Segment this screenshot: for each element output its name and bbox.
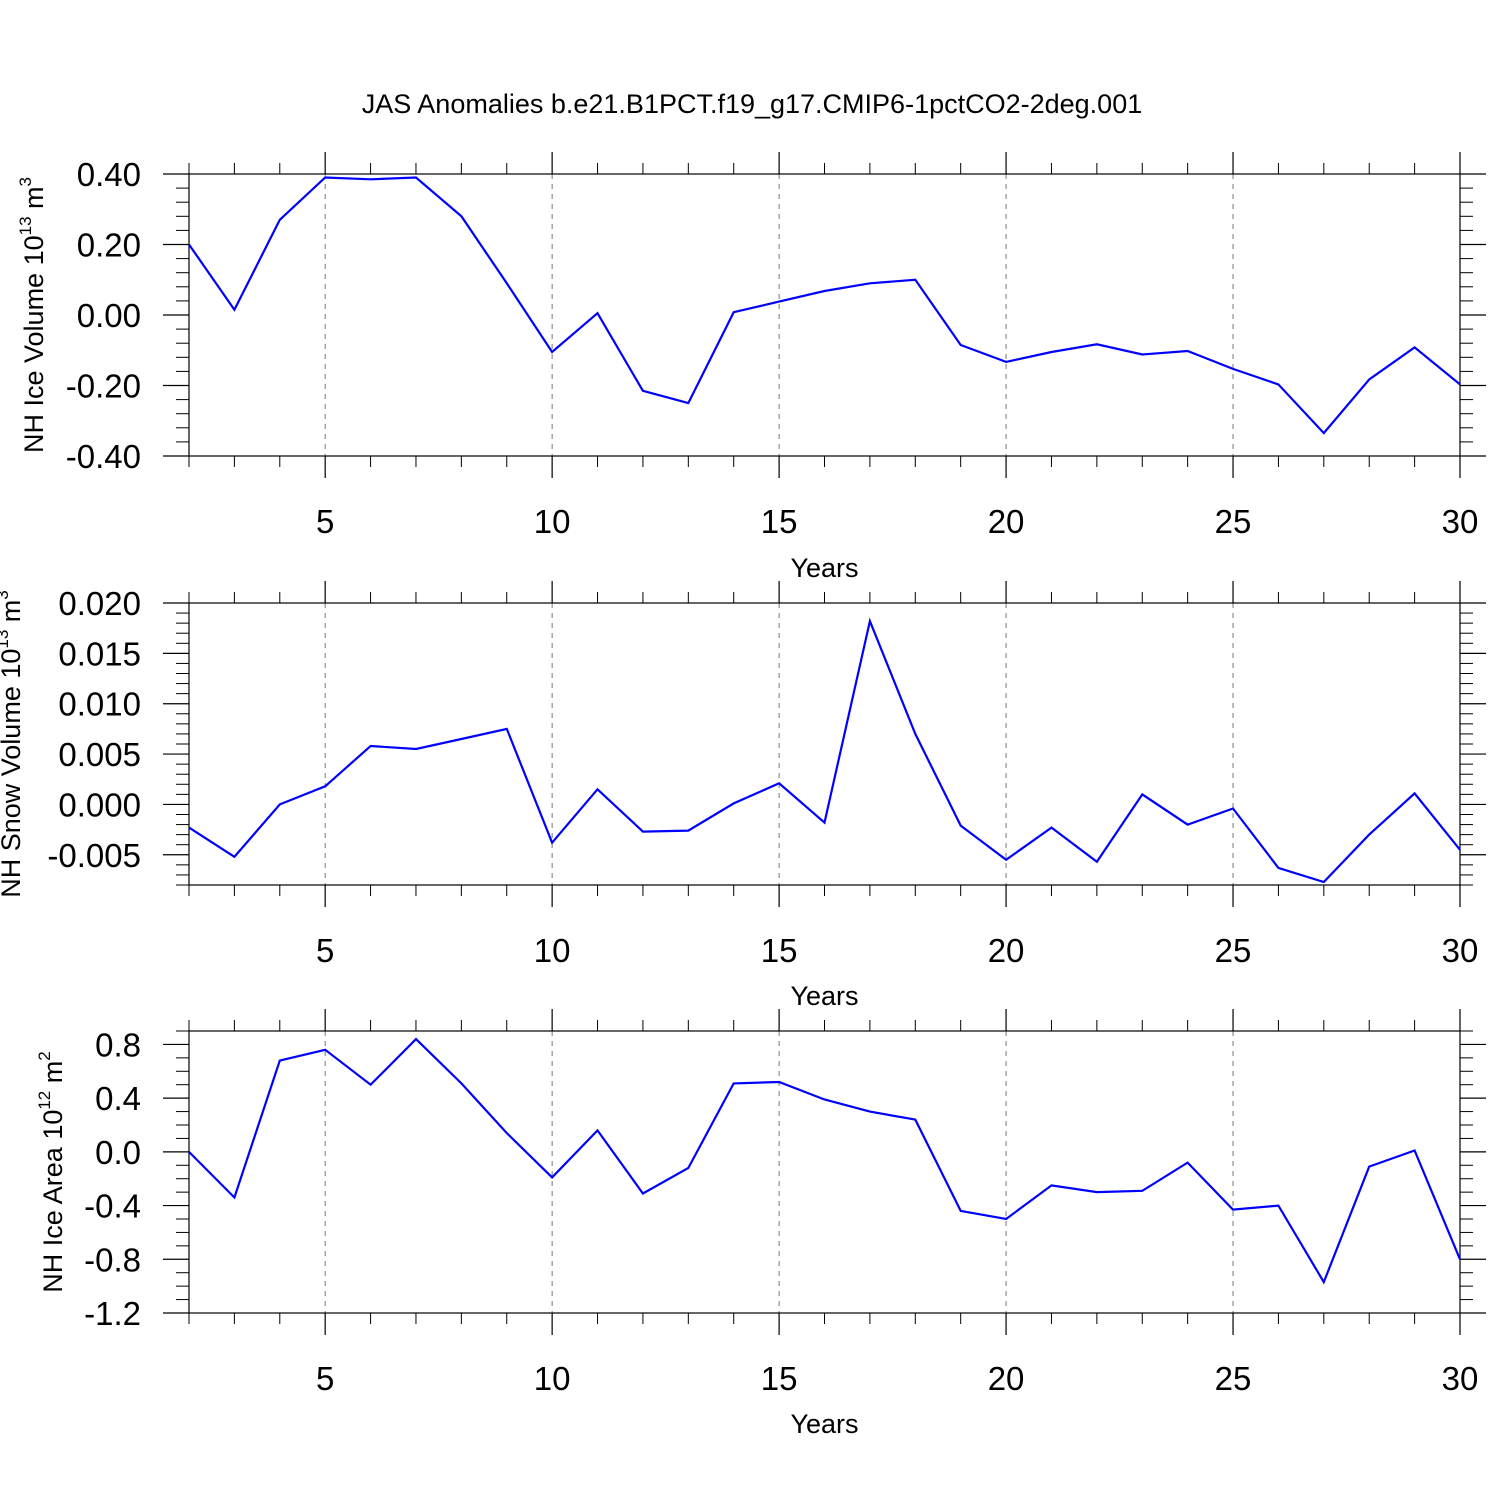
x-tick-label: 20	[988, 932, 1025, 969]
y-tick-label: 0.40	[77, 156, 141, 193]
y-axis-label-exp: 12	[35, 1091, 54, 1110]
x-tick-label: 10	[534, 503, 571, 540]
y-tick-label: 0.000	[58, 786, 141, 823]
y-tick-label: 0.010	[58, 686, 141, 723]
x-axis-label: Years	[790, 553, 858, 583]
y-tick-label: -0.8	[84, 1241, 141, 1278]
y-tick-label: 0.0	[95, 1134, 141, 1171]
y-axis-label-exp: 13	[0, 630, 12, 649]
plot-frame	[188, 1030, 1461, 1314]
y-tick-label: 0.8	[95, 1026, 141, 1063]
y-tick-label: 0.005	[58, 736, 141, 773]
x-tick-label: 15	[761, 503, 798, 540]
y-tick-label: -0.20	[66, 368, 141, 405]
y-tick-label: 0.20	[77, 227, 141, 264]
y-tick-label: -0.005	[47, 837, 141, 874]
x-tick-label: 25	[1215, 1360, 1252, 1397]
plot-frame	[188, 173, 1461, 457]
series-line	[188, 176, 1461, 435]
x-tick-label: 30	[1442, 503, 1479, 540]
x-tick-label: 15	[761, 1360, 798, 1397]
panel-1: 5 10 15 20 25 30 0.40 0.20 0.00 -0.20 -0.40 Years NH…	[16, 152, 1486, 583]
x-tick-label: 30	[1442, 1360, 1479, 1397]
x-axis-label: Years	[790, 981, 858, 1011]
x-tick-label: 20	[988, 1360, 1025, 1397]
y-axis-label-unit-exp: 3	[0, 590, 12, 599]
x-tick-label: 15	[761, 932, 798, 969]
x-tick-label: 25	[1215, 932, 1252, 969]
x-tick-label: 10	[534, 932, 571, 969]
panel-3: 5 10 15 20 25 30 0.8 0.4 0.0 -0.4 -0.8 -1.2 Years NH …	[35, 1009, 1486, 1439]
x-axis-label: Years	[790, 1409, 858, 1439]
series-line	[188, 1037, 1462, 1285]
y-axis-label: NH Snow Volume 1013 m3	[0, 590, 26, 898]
y-axis-label-base: NH Ice Volume 10	[19, 235, 49, 453]
y-axis-label: NH Ice Volume 1013 m3	[16, 177, 49, 453]
y-axis-label: NH Ice Area 1012 m2	[35, 1051, 68, 1292]
series-line	[188, 617, 1461, 884]
x-tick-label: 25	[1215, 503, 1252, 540]
x-tick-label: 5	[316, 1360, 334, 1397]
plot-frame	[188, 602, 1461, 886]
x-tick-label: 5	[316, 932, 334, 969]
chart-title: JAS Anomalies b.e21.B1PCT.f19_g17.CMIP6-…	[362, 89, 1142, 119]
x-tick-label: 5	[316, 503, 334, 540]
y-tick-label: -0.4	[84, 1188, 141, 1225]
y-tick-label: 0.015	[58, 635, 141, 672]
x-tick-label: 20	[988, 503, 1025, 540]
x-tick-label: 10	[534, 1360, 571, 1397]
y-tick-label: 0.4	[95, 1080, 141, 1117]
y-axis-label-unit: m	[19, 186, 49, 216]
y-tick-label: -0.40	[66, 438, 141, 475]
y-tick-label: -1.2	[84, 1295, 141, 1332]
panel-2: 5 10 15 20 25 30 0.020 0.015 0.010 0.005 0.000 -0.0…	[0, 581, 1486, 1011]
y-axis-label-unit: m	[0, 600, 26, 630]
y-axis-label-base: NH Snow Volume 10	[0, 649, 26, 898]
y-tick-label: 0.020	[58, 585, 141, 622]
y-axis-label-exp: 13	[16, 216, 35, 235]
y-axis-label-unit: m	[38, 1061, 68, 1091]
y-axis-label-unit-exp: 3	[16, 177, 35, 186]
y-axis-label-unit-exp: 2	[35, 1051, 54, 1060]
y-axis-label-base: NH Ice Area 10	[38, 1110, 68, 1293]
y-tick-label: 0.00	[77, 297, 141, 334]
x-tick-label: 30	[1442, 932, 1479, 969]
